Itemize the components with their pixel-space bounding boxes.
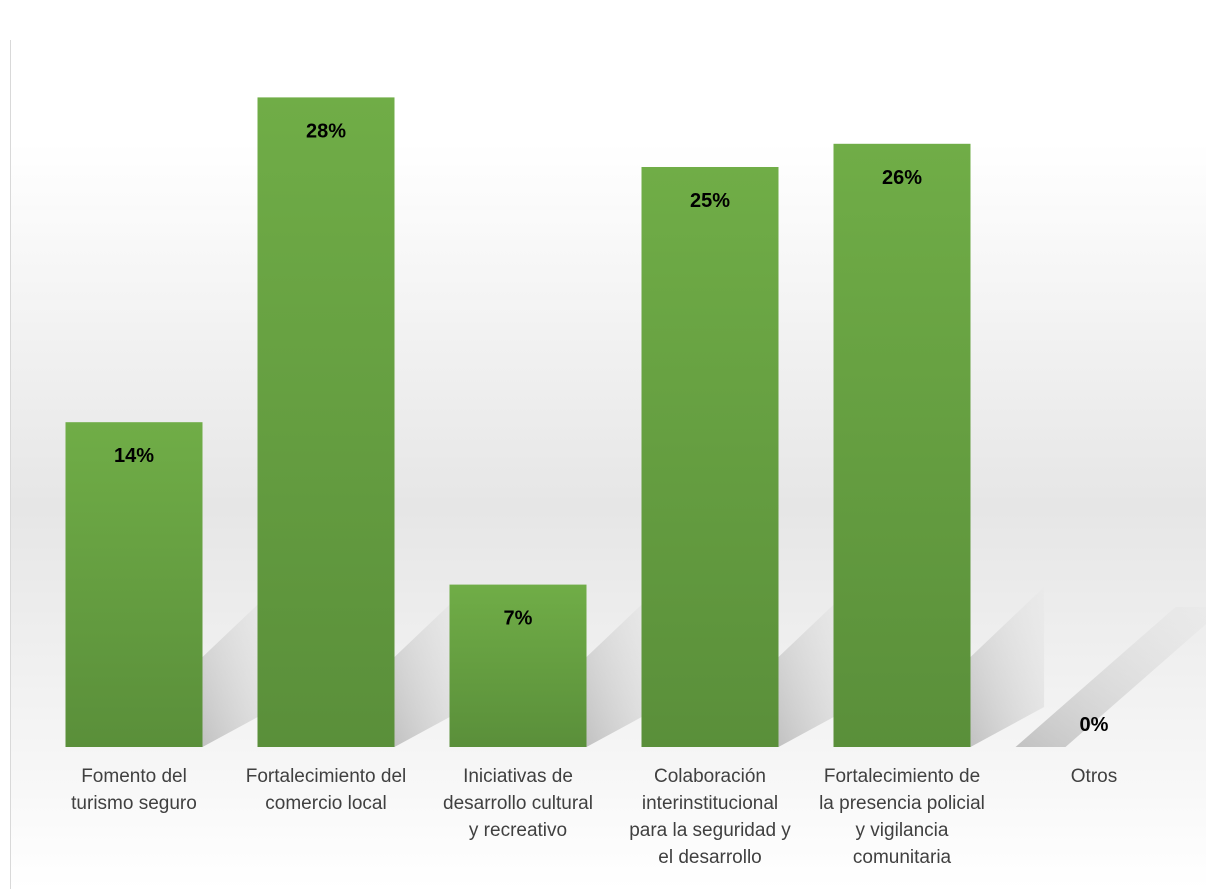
bar-shadow xyxy=(1015,607,1206,747)
plot-background xyxy=(10,40,1206,889)
category-label: Fortalecimiento del comercio local xyxy=(245,766,407,814)
data-label: 25% xyxy=(690,190,730,212)
data-label: 14% xyxy=(114,445,154,467)
category-label: Fomento del turismo seguro xyxy=(71,766,197,814)
bar xyxy=(833,143,971,748)
bar xyxy=(449,584,587,747)
data-label: 28% xyxy=(306,120,346,142)
category-label: Colaboración interinstitucional para la … xyxy=(629,766,791,868)
bar xyxy=(257,97,395,747)
bar xyxy=(65,422,203,747)
bar-shadow xyxy=(970,587,1045,747)
category-label: Otros xyxy=(1070,766,1118,787)
bars xyxy=(65,97,971,748)
category-label: Fortalecimiento de la presencia policial… xyxy=(819,766,985,868)
data-label: 0% xyxy=(1080,714,1109,736)
data-labels: 14% 28% 7% 25% 26% 0% xyxy=(114,120,1109,736)
data-label: 26% xyxy=(882,167,922,189)
bar xyxy=(641,167,779,747)
category-label: Iniciativas de desarrollo cultural y rec… xyxy=(443,766,593,841)
data-label: 7% xyxy=(504,608,533,630)
